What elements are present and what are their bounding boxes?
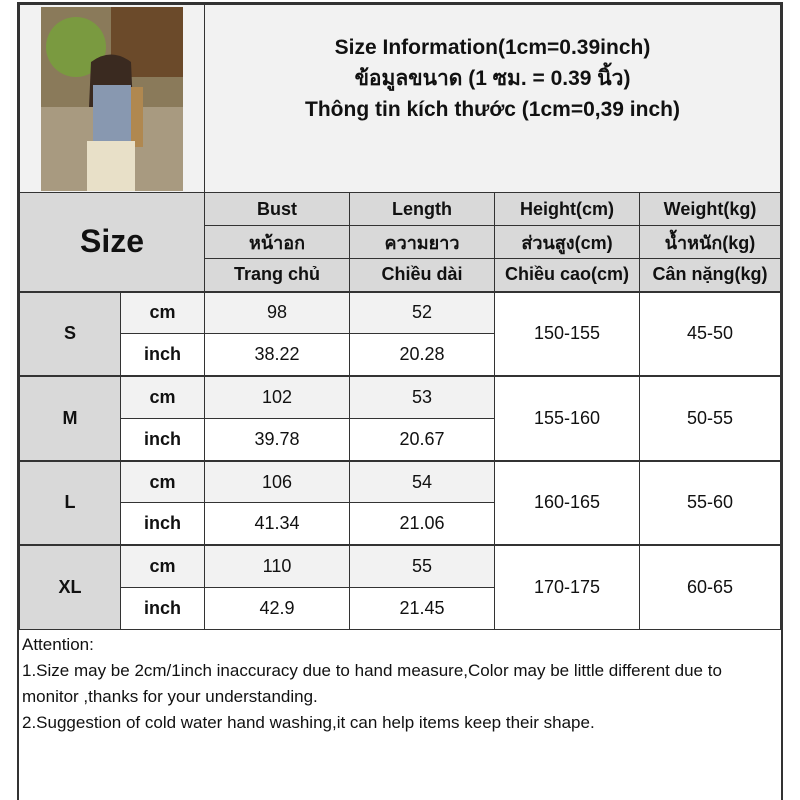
height-range: 160-165 — [494, 459, 640, 546]
col-header-bust-vi: Trang chủ — [204, 258, 350, 292]
bust-cm: 98 — [204, 290, 350, 335]
table-row: inch 42.9 21.45 — [20, 587, 781, 631]
bust-cm: 110 — [204, 544, 350, 589]
unit-label: cm — [120, 290, 205, 335]
bust-inch: 42.9 — [204, 587, 350, 631]
col-header-bust: Bust — [204, 192, 350, 226]
length-inch: 21.06 — [349, 502, 495, 546]
title-english: Size Information(1cm=0.39inch) — [334, 36, 651, 59]
unit-label: cm — [120, 544, 205, 589]
table-row: S cm 98 52 150-155 45-50 — [19, 290, 781, 377]
size-label: S — [19, 290, 121, 377]
table-row: inch 41.34 21.06 — [20, 502, 781, 546]
col-header-weight-vi: Cân nặng(kg) — [639, 258, 781, 292]
attention-note: 2.Suggestion of cold water hand washing,… — [22, 713, 595, 733]
title-vietnamese: Thông tin kích thước (1cm=0,39 inch) — [305, 98, 680, 121]
attention-notes: Attention: 1.Size may be 2cm/1inch inacc… — [19, 630, 781, 738]
unit-label: inch — [120, 502, 205, 546]
bust-cm: 102 — [204, 375, 350, 419]
table-row: M cm 102 53 155-160 50-55 — [19, 375, 781, 462]
unit-label: cm — [120, 375, 205, 419]
bust-inch: 39.78 — [204, 417, 350, 462]
unit-label: inch — [120, 587, 205, 631]
unit-label: inch — [120, 333, 205, 377]
height-range: 155-160 — [494, 375, 640, 462]
bust-inch: 38.22 — [204, 333, 350, 377]
unit-label: inch — [120, 417, 205, 462]
size-chart: Size Information(1cm=0.39inch) ข้อมูลขนา… — [17, 2, 783, 800]
weight-range: 55-60 — [639, 459, 781, 546]
col-header-bust-th: หน้าอก — [204, 225, 350, 259]
length-inch: 20.67 — [349, 417, 495, 462]
bust-cm: 106 — [204, 459, 350, 504]
size-header: Size — [19, 192, 205, 292]
length-inch: 20.28 — [349, 333, 495, 377]
weight-range: 60-65 — [639, 544, 781, 631]
size-label: L — [19, 459, 121, 546]
table-row: XL cm 110 55 170-175 60-65 — [19, 544, 781, 631]
size-label: M — [19, 375, 121, 462]
attention-heading: Attention: — [22, 635, 94, 655]
title-thai: ข้อมูลขนาด (1 ซม. = 0.39 นิ้ว) — [354, 67, 631, 90]
length-cm: 55 — [349, 544, 495, 589]
unit-label: cm — [120, 459, 205, 504]
bust-inch: 41.34 — [204, 502, 350, 546]
col-header-weight: Weight(kg) — [639, 192, 781, 226]
weight-range: 50-55 — [639, 375, 781, 462]
col-header-length-th: ความยาว — [349, 225, 495, 259]
table-row: inch 38.22 20.28 — [20, 333, 781, 377]
table-row: inch 39.78 20.67 — [20, 417, 781, 462]
length-cm: 52 — [349, 290, 495, 335]
col-header-length: Length — [349, 192, 495, 226]
col-header-height: Height(cm) — [494, 192, 640, 226]
length-cm: 53 — [349, 375, 495, 419]
weight-range: 45-50 — [639, 290, 781, 377]
size-table: Size Information(1cm=0.39inch) ข้อมูลขนา… — [19, 4, 781, 631]
table-row: L cm 106 54 160-165 55-60 — [19, 459, 781, 546]
col-header-height-th: ส่วนสูง(cm) — [494, 225, 640, 259]
attention-note: 1.Size may be 2cm/1inch inaccuracy due t… — [22, 661, 722, 707]
title-block: Size Information(1cm=0.39inch) ข้อมูลขนา… — [204, 4, 781, 193]
col-header-height-vi: Chiều cao(cm) — [494, 258, 640, 292]
length-cm: 54 — [349, 459, 495, 504]
length-inch: 21.45 — [349, 587, 495, 631]
height-range: 170-175 — [494, 544, 640, 631]
product-photo — [19, 4, 205, 193]
size-label: XL — [19, 544, 121, 631]
height-range: 150-155 — [494, 290, 640, 377]
col-header-weight-th: น้ำหนัก(kg) — [639, 225, 781, 259]
col-header-length-vi: Chiều dài — [349, 258, 495, 292]
